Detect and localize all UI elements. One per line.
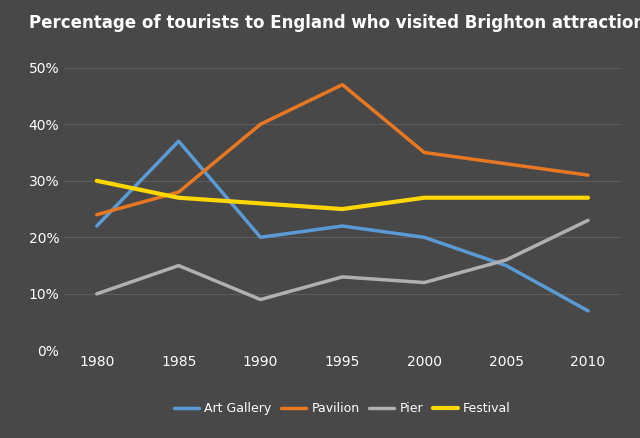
Pier: [175, 263, 182, 268]
Title: Percentage of tourists to England who visited Brighton attractions: Percentage of tourists to England who vi…: [29, 14, 640, 32]
Line: Pier: Pier: [97, 220, 588, 300]
Pier: [257, 297, 264, 302]
Pavilion: [420, 150, 428, 155]
Line: Festival: Festival: [97, 181, 588, 209]
Art Gallery: [420, 235, 428, 240]
Pavilion: [584, 173, 592, 178]
Pier: [339, 274, 346, 279]
Art Gallery: [93, 223, 100, 229]
Pavilion: [93, 212, 100, 217]
Art Gallery: [339, 223, 346, 229]
Festival: [420, 195, 428, 200]
Legend: Art Gallery, Pavilion, Pier, Festival: Art Gallery, Pavilion, Pier, Festival: [169, 397, 516, 420]
Festival: [502, 195, 510, 200]
Pier: [420, 280, 428, 285]
Festival: [175, 195, 182, 200]
Pier: [93, 291, 100, 297]
Line: Art Gallery: Art Gallery: [97, 141, 588, 311]
Art Gallery: [584, 308, 592, 314]
Line: Pavilion: Pavilion: [97, 85, 588, 215]
Art Gallery: [175, 138, 182, 144]
Pavilion: [257, 122, 264, 127]
Art Gallery: [502, 263, 510, 268]
Festival: [257, 201, 264, 206]
Festival: [93, 178, 100, 184]
Pavilion: [175, 190, 182, 195]
Festival: [339, 206, 346, 212]
Pavilion: [339, 82, 346, 87]
Pavilion: [502, 161, 510, 166]
Pier: [584, 218, 592, 223]
Festival: [584, 195, 592, 200]
Art Gallery: [257, 235, 264, 240]
Pier: [502, 257, 510, 262]
